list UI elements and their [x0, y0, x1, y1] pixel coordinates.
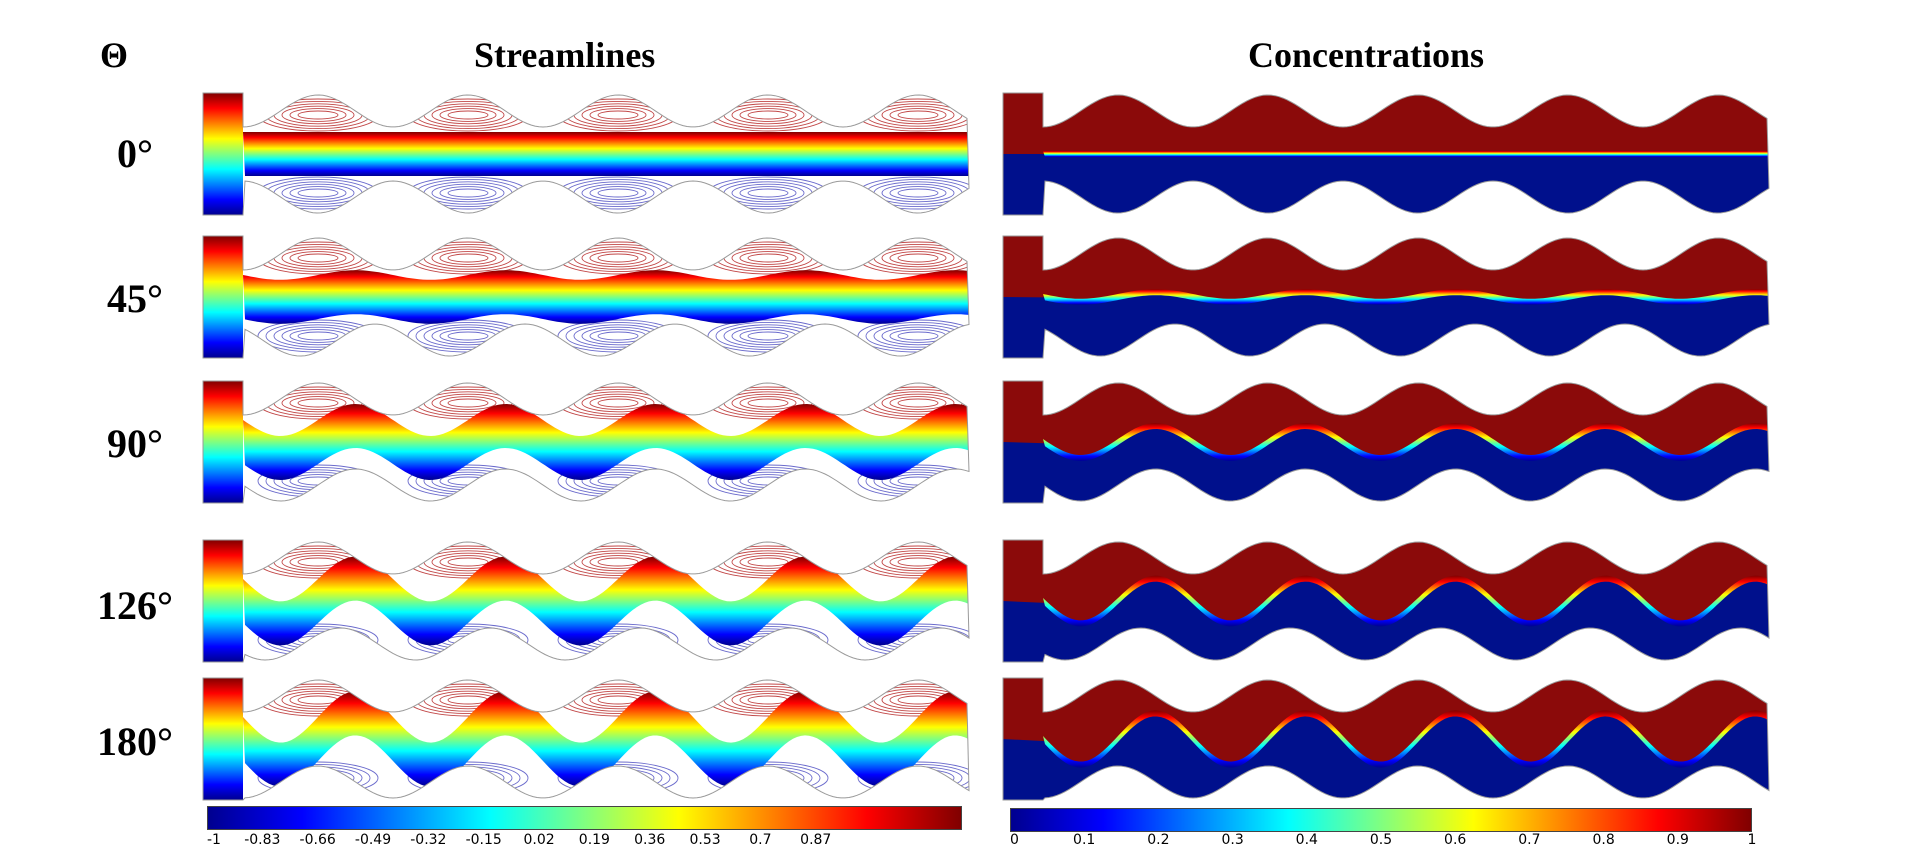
colorbar-tick-label: -0.15 [465, 832, 502, 848]
angle-label-90: 90° [107, 421, 163, 466]
concentration-panel-90 [1002, 380, 1770, 504]
colorbar-tick-label: 0.5 [1369, 832, 1393, 848]
streamline-colorbar-ticks: -1 -0.83 -0.66 -0.49 -0.32 -0.15 0.02 0.19 0.36 0… [207, 832, 962, 852]
colorbar-tick-label: 0.7 [1518, 832, 1541, 848]
concentrations-header: Concentrations [1248, 35, 1484, 75]
colorbar-tick-label: 0.87 [800, 832, 832, 848]
colorbar-tick-label: 0.19 [578, 832, 610, 848]
concentration-panel-45 [1002, 235, 1770, 359]
colorbar-tick-label: 0.2 [1147, 832, 1170, 848]
colorbar-tick-label: 0.4 [1295, 832, 1318, 848]
streamlines-header: Streamlines [474, 35, 656, 75]
streamline-panel-90 [202, 380, 970, 504]
concentration-panel-0 [1002, 92, 1770, 216]
angle-label-126: 126° [97, 583, 173, 628]
colorbar-tick-label: 0.6 [1444, 832, 1467, 848]
angle-label-0: 0° [117, 131, 153, 176]
streamline-panel-45 [202, 235, 970, 359]
colorbar-tick-label: 0.53 [689, 832, 721, 848]
colorbar-tick-label: 0.8 [1592, 832, 1615, 848]
colorbar-tick-label: -0.66 [299, 832, 336, 848]
colorbar-tick-label: -1 [207, 832, 221, 848]
colorbar-tick-label: -0.32 [410, 832, 447, 848]
streamline-panel-126 [202, 539, 970, 663]
colorbar-tick-label: -0.83 [244, 832, 281, 848]
streamline-panel-180 [202, 677, 970, 801]
concentration-colorbar-ticks: 0 0.1 0.2 0.3 0.4 0.5 0.6 0.7 0.8 0.9 1 [1010, 832, 1756, 852]
concentration-panel-180 [1002, 677, 1770, 801]
theta-header: Θ [100, 35, 129, 75]
concentration-panel-126 [1002, 539, 1770, 663]
streamline-panel-0 [202, 92, 970, 216]
colorbar-tick-label: 0.1 [1073, 832, 1096, 848]
streamline-colorbar [207, 806, 962, 830]
angle-label-180: 180° [97, 719, 173, 764]
concentration-colorbar [1010, 808, 1752, 832]
colorbar-tick-label: 1 [1747, 832, 1757, 848]
colorbar-tick-label: 0.7 [749, 832, 772, 848]
colorbar-tick-label: 0.36 [634, 832, 666, 848]
colorbar-tick-label: 0.3 [1221, 832, 1244, 848]
colorbar-tick-label: 0.02 [523, 832, 555, 848]
colorbar-tick-label: -0.49 [354, 832, 392, 848]
colorbar-tick-label: 0 [1010, 832, 1019, 848]
angle-label-45: 45° [107, 276, 163, 321]
colorbar-tick-label: 0.9 [1666, 832, 1689, 848]
